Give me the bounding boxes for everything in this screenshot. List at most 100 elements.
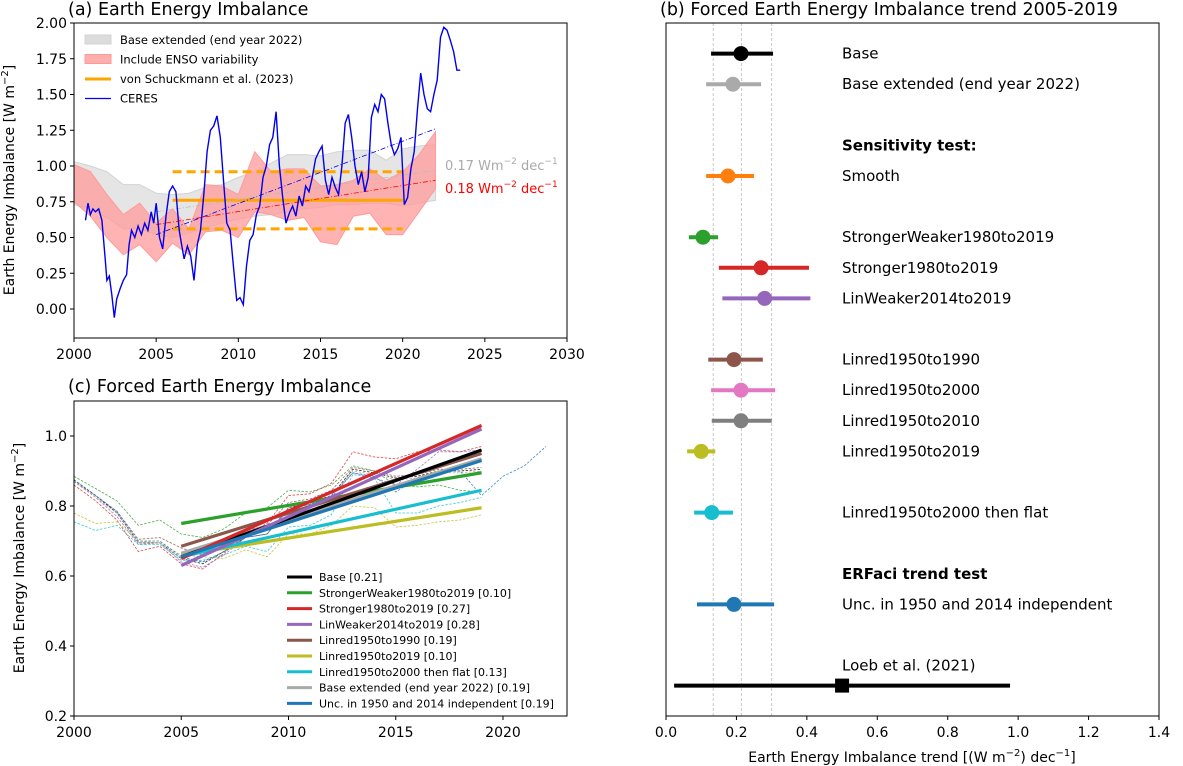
y-tick-label: 0.8 bbox=[45, 499, 67, 515]
x-tick-label: 2020 bbox=[485, 725, 521, 741]
panel-b-rows: Base Base extended (end year 2022) Sensiti… bbox=[674, 45, 1113, 693]
annotation-sup: −1 bbox=[544, 180, 557, 190]
panel-a-ylabel-text: Earth Energy Imbalance [W m bbox=[2, 85, 18, 295]
legend-label: CERES bbox=[120, 92, 158, 106]
panel-b-xticks: 0.0 0.2 0.4 0.6 0.8 1.0 1.2 1.4 bbox=[655, 716, 1170, 741]
series-dashed-stronger1980to2019-0-27- bbox=[73, 446, 482, 570]
label-linred1950to2000-then-flat: Linred1950to2000 then flat bbox=[842, 504, 1048, 522]
x-tick-label: 1.2 bbox=[1077, 725, 1099, 741]
label-smooth: Smooth bbox=[842, 167, 900, 185]
annotation-mid: dec bbox=[517, 159, 545, 174]
legend-swatch bbox=[84, 54, 112, 64]
heading-erfaci-trend-test: ERFaci trend test bbox=[842, 565, 987, 583]
legend-label: Unc. in 1950 and 2014 independent [0.19] bbox=[319, 697, 554, 710]
annotation-mid: dec bbox=[517, 182, 545, 197]
x-tick-label: 2020 bbox=[385, 347, 421, 363]
marker-stronger1980to2019 bbox=[753, 260, 769, 276]
x-tick-label: 2005 bbox=[138, 347, 174, 363]
annotation-sup: −2 bbox=[504, 180, 517, 190]
legend-label: Base extended (end year 2022) [0.19] bbox=[319, 682, 530, 695]
marker-linred1950to2000-then-flat bbox=[704, 505, 720, 521]
legend-label: Include ENSO variability bbox=[120, 53, 259, 67]
y-tick-label: 0.50 bbox=[36, 231, 67, 247]
panel-c-legend: Base [0.21] StrongerWeaker1980to2019 [0.1… bbox=[287, 571, 554, 710]
y-tick-label: 1.0 bbox=[45, 429, 67, 445]
x-tick-label: 2015 bbox=[378, 725, 414, 741]
panel-c-lines bbox=[73, 424, 547, 570]
x-tick-label: 2010 bbox=[271, 725, 307, 741]
legend-swatch bbox=[84, 34, 112, 45]
trend-annotation: 0.18 Wm−2 dec−1 bbox=[445, 180, 558, 197]
label-linred1950to2019: Linred1950to2019 bbox=[842, 442, 980, 460]
panel-a-yticks: 0.00 0.25 0.50 0.75 1.00 1.25 1.50 1.75 2.00 bbox=[36, 16, 74, 318]
panel-c-frame bbox=[73, 400, 568, 717]
annotation-sup: −2 bbox=[504, 157, 517, 167]
series-dashed-strongerweaker1980to2019-0-10- bbox=[73, 465, 482, 538]
marker-linred1950to2000 bbox=[733, 382, 749, 398]
marker-linred1950to1990 bbox=[726, 352, 742, 368]
label-unc-in-1950-and-2014-independent: Unc. in 1950 and 2014 independent bbox=[842, 595, 1113, 613]
x-tick-label: 2000 bbox=[56, 347, 92, 363]
panel-a-legend: Base extended (end year 2022) Include ENS… bbox=[84, 33, 302, 106]
x-tick-label: 0.2 bbox=[725, 725, 747, 741]
x-tick-label: 1.4 bbox=[1148, 725, 1170, 741]
panel-a: (a) Earth Energy Imbalance 2000 2005 2010 2… bbox=[0, 0, 585, 363]
series-enso-trend bbox=[156, 179, 436, 225]
legend-label: StrongerWeaker1980to2019 [0.10] bbox=[319, 587, 511, 600]
y-tick-label: 1.25 bbox=[36, 123, 67, 139]
panel-b-xlabel: Earth Energy Imbalance trend [(W m−2) de… bbox=[748, 748, 1076, 766]
series-dashed-linred1950to2019-0-10- bbox=[73, 505, 482, 559]
x-tick-label: 2010 bbox=[221, 347, 257, 363]
panel-c-yticks: 0.2 0.4 0.6 0.8 1.0 bbox=[45, 429, 74, 725]
panel-c: (c) Forced Earth Energy Imbalance 2000 20… bbox=[10, 377, 568, 741]
legend-label: LinWeaker2014to2019 [0.28] bbox=[319, 618, 480, 631]
label-stronger1980to2019: Stronger1980to2019 bbox=[842, 259, 998, 277]
legend-label: Base extended (end year 2022) bbox=[120, 33, 302, 47]
trend-annotation: 0.17 Wm−2 dec−1 bbox=[445, 157, 558, 174]
x-tick-label: 2000 bbox=[56, 725, 92, 741]
heading-sensitivity-test-: Sensitivity test: bbox=[842, 136, 977, 154]
marker-unc-in-1950-and-2014-independent bbox=[726, 596, 742, 612]
series-dashed-linred1950to2000-then-flat-0-13- bbox=[73, 474, 482, 561]
label-strongerweaker1980to2019: StrongerWeaker1980to2019 bbox=[842, 228, 1054, 246]
label-base-extended-end-year-2022-: Base extended (end year 2022) bbox=[842, 75, 1080, 93]
trend-stronger1980to2019-0-27- bbox=[180, 424, 483, 560]
series-ceres bbox=[84, 26, 461, 318]
y-tick-label: 0.6 bbox=[45, 569, 67, 585]
x-tick-label: 0.6 bbox=[866, 725, 888, 741]
panel-a-lines bbox=[84, 26, 461, 318]
y-tick-label: 1.75 bbox=[36, 52, 67, 68]
marker-loeb-et-al-2021- bbox=[835, 678, 850, 693]
panel-c-title: (c) Forced Earth Energy Imbalance bbox=[68, 377, 371, 397]
legend-label: Linred1950to2000 then flat [0.13] bbox=[319, 666, 507, 679]
x-tick-label: 2030 bbox=[549, 347, 585, 363]
label-loeb-et-al-2021-: Loeb et al. (2021) bbox=[842, 657, 975, 675]
y-tick-label: 0.25 bbox=[36, 266, 67, 282]
legend-label: Stronger1980to2019 [0.27] bbox=[319, 603, 470, 616]
legend-label: von Schuckmann et al. (2023) bbox=[120, 72, 293, 86]
y-tick-label: 0.2 bbox=[45, 709, 67, 725]
trend-linred1950to2000-then-flat-0-13- bbox=[180, 488, 482, 559]
marker-base-extended-end-year-2022- bbox=[725, 76, 741, 92]
legend-label: Base [0.21] bbox=[319, 571, 382, 584]
y-tick-label: 0.4 bbox=[45, 639, 67, 655]
label-linweaker2014to2019: LinWeaker2014to2019 bbox=[842, 289, 1011, 307]
panel-a-title: (a) Earth Energy Imbalance bbox=[68, 0, 308, 20]
trend-linweaker2014to2019-0-28- bbox=[180, 427, 483, 567]
panel-c-ylabel: Earth Energy Imbalance [W m−2] bbox=[10, 443, 28, 673]
marker-linred1950to2010 bbox=[733, 413, 749, 429]
trend-unc-in-1950-and-2014-independent-0-19- bbox=[180, 458, 483, 559]
label-base: Base bbox=[842, 45, 879, 63]
panel-b-frame bbox=[665, 22, 1160, 717]
panel-a-xticks: 2000 2005 2010 2015 2020 2025 2030 bbox=[56, 338, 585, 363]
series-dashed-base-extended-end-year-2022-0-19- bbox=[73, 470, 482, 563]
panel-a-ylabel: Earth Energy Imbalance [W m−2] bbox=[0, 65, 18, 295]
label-linred1950to2000: Linred1950to2000 bbox=[842, 381, 980, 399]
marker-smooth bbox=[720, 168, 736, 184]
panel-b-reference-lines bbox=[712, 23, 773, 716]
panel-b: (b) Forced Earth Energy Imbalance trend … bbox=[655, 0, 1170, 766]
panel-a-annotations: 0.17 Wm−2 dec−1 0.18 Wm−2 dec−1 bbox=[445, 157, 558, 197]
marker-base bbox=[733, 46, 749, 62]
marker-linweaker2014to2019 bbox=[757, 290, 773, 306]
